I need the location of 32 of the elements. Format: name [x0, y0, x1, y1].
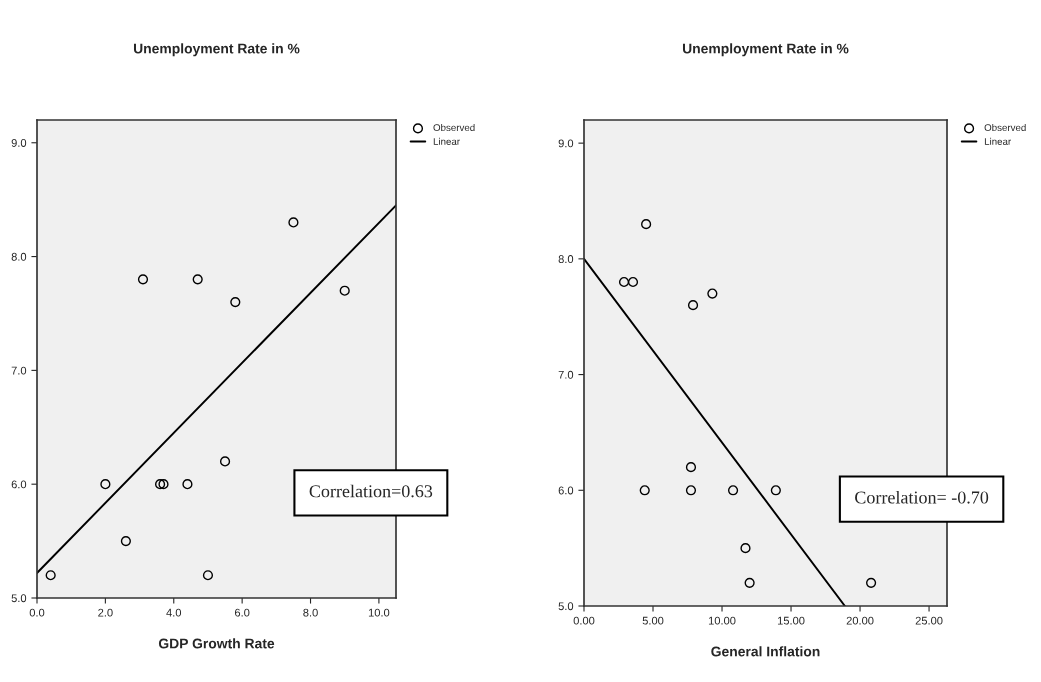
- x-axis-title: GDP Growth Rate: [158, 638, 275, 649]
- y-tick-label: 9.0: [11, 139, 27, 147]
- x-tick-label: 15.00: [777, 616, 805, 625]
- x-tick-label: 4.0: [166, 608, 182, 617]
- y-tick-label: 9.0: [558, 139, 574, 148]
- y-tick-label: 8.0: [11, 252, 27, 261]
- legend-label: Linear: [984, 137, 1011, 145]
- y-tick-label: 7.0: [558, 370, 574, 379]
- x-axis-title: General Inflation: [711, 646, 820, 657]
- y-tick-label: 7.0: [11, 366, 27, 375]
- x-tick-label: 0.00: [573, 616, 595, 625]
- chart-title: Unemployment Rate in %: [682, 43, 849, 57]
- x-tick-label: 8.0: [303, 608, 318, 617]
- legend-label: Linear: [433, 137, 460, 145]
- x-tick-label: 10.00: [708, 616, 736, 625]
- annotation: Correlation= -0.70: [855, 490, 989, 504]
- x-tick-label: 2.0: [98, 608, 113, 617]
- y-tick-label: 6.0: [558, 486, 574, 495]
- y-tick-label: 6.0: [11, 480, 27, 489]
- y-tick-label: 5.0: [558, 602, 574, 611]
- x-tick-label: 0.0: [29, 608, 45, 617]
- x-tick-label: 10.0: [368, 608, 390, 617]
- x-tick-label: 25.00: [915, 616, 943, 625]
- legend-label: Observed: [433, 123, 475, 132]
- legend-label: Observed: [984, 123, 1026, 132]
- y-tick-label: 5.0: [11, 594, 27, 603]
- y-tick-label: 8.0: [558, 255, 574, 263]
- x-tick-label: 6.0: [234, 608, 250, 617]
- x-tick-label: 5.00: [642, 616, 664, 625]
- x-tick-label: 20.00: [846, 616, 874, 625]
- chart-title: Unemployment Rate in %: [133, 43, 300, 57]
- annotation: Correlation=0.63: [309, 484, 433, 498]
